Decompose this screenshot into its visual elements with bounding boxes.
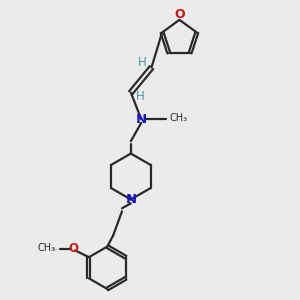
Text: N: N — [136, 112, 147, 126]
Text: methoxy: methoxy — [53, 249, 59, 250]
Text: H: H — [138, 56, 146, 69]
Text: CH₃: CH₃ — [170, 113, 188, 123]
Text: O: O — [174, 8, 185, 21]
Text: CH₃: CH₃ — [38, 243, 56, 253]
Text: N: N — [125, 193, 136, 206]
Text: H: H — [136, 91, 145, 103]
Text: O: O — [69, 242, 79, 255]
